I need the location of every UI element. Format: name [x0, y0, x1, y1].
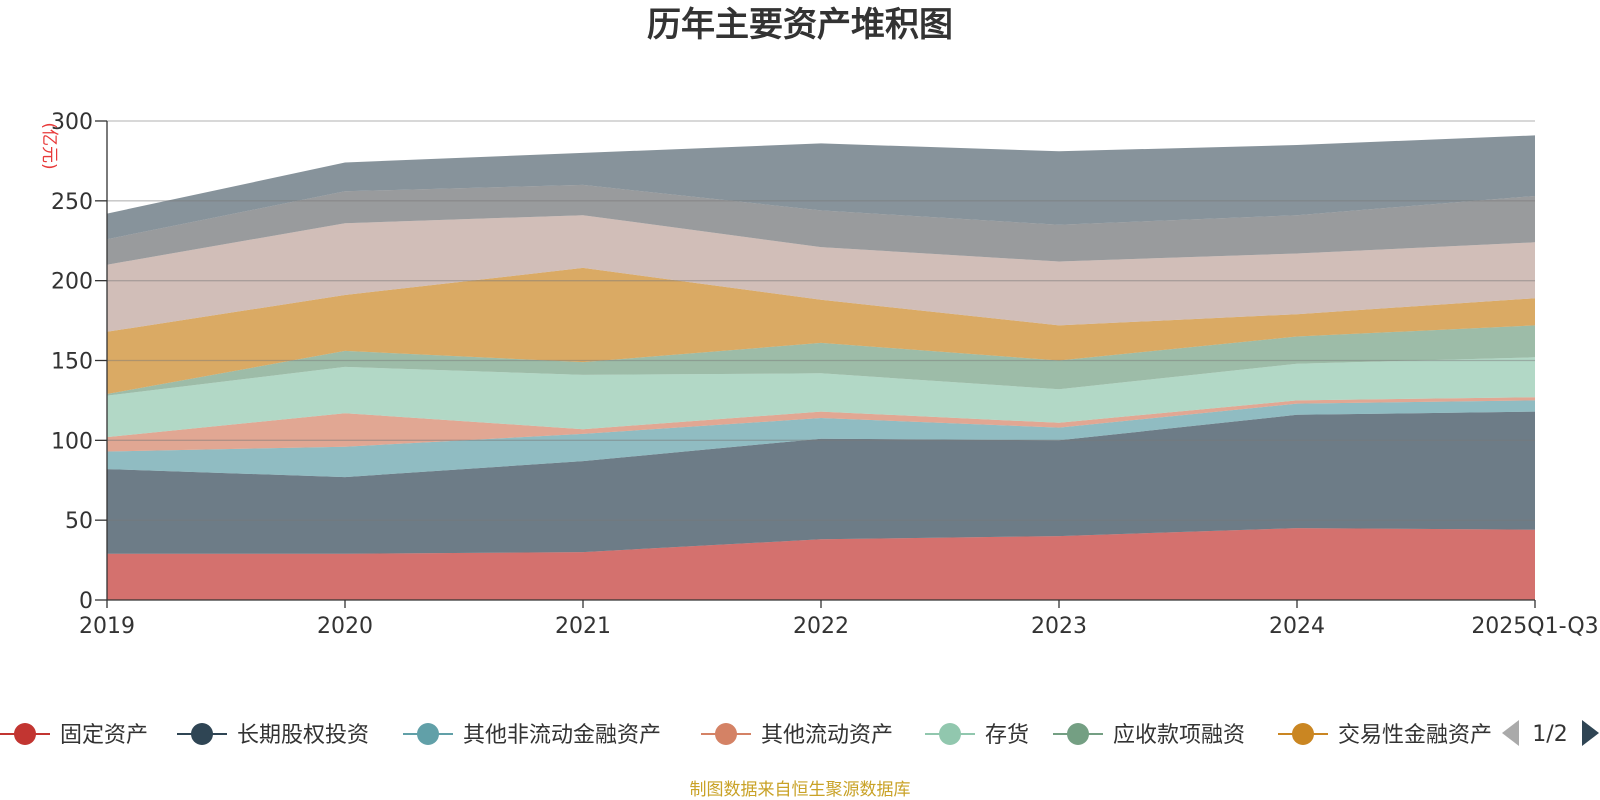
area-series-9: [107, 184, 1535, 265]
area-series-2: [107, 411, 1535, 554]
legend-circle-icon: [1067, 723, 1089, 745]
y-tick-label: 100: [51, 429, 93, 454]
chart-title: 历年主要资产堆积图: [647, 5, 953, 45]
y-axis-ticks: 0 50 100 150 200 250 300: [51, 110, 107, 614]
legend-circle-icon: [14, 723, 36, 745]
x-tick-label: 2019: [79, 614, 135, 639]
area-series-5: [107, 357, 1535, 438]
x-tick-label: 2024: [1269, 614, 1325, 639]
area-series-7: [107, 267, 1535, 394]
legend-prev-icon[interactable]: [1502, 720, 1519, 746]
x-tick-label: 2021: [555, 614, 611, 639]
legend-label: 其他流动资产: [761, 723, 893, 748]
y-tick-label: 150: [51, 350, 93, 375]
y-tick-label: 250: [51, 190, 93, 215]
area-series-6: [107, 325, 1535, 396]
legend-circle-icon: [191, 723, 213, 745]
legend-item[interactable]: 其他非流动金融资产: [403, 723, 661, 748]
area-series-4: [107, 397, 1535, 452]
area-series-10: [107, 135, 1535, 240]
y-tick-label: 0: [79, 589, 93, 614]
legend-pager: 1/2: [1502, 720, 1599, 747]
area-series-8: [107, 215, 1535, 332]
legend-label: 固定资产: [60, 723, 148, 748]
legend-item[interactable]: 固定资产: [0, 723, 148, 748]
legend-label: 应收款项融资: [1113, 723, 1245, 748]
legend-label: 长期股权投资: [237, 723, 369, 748]
legend-item[interactable]: 应收款项融资: [1053, 723, 1245, 748]
x-axis-ticks: 2019 2020 2021 2022 2023 2024 2025Q1-Q3: [79, 600, 1599, 639]
legend: 固定资产 长期股权投资 其他非流动金融资产 其他流动资产 存货 应收款项融资 交易性金融资产: [0, 723, 1492, 748]
area-series-1: [107, 528, 1535, 600]
area-series-3: [107, 400, 1535, 478]
legend-item[interactable]: 其他流动资产: [701, 723, 893, 748]
legend-item[interactable]: 存货: [925, 723, 1029, 748]
legend-circle-icon: [939, 723, 961, 745]
legend-label: 其他非流动金融资产: [463, 723, 661, 748]
legend-circle-icon: [715, 723, 737, 745]
legend-label: 存货: [985, 723, 1029, 748]
grid-lines: [107, 120, 1535, 521]
legend-item[interactable]: 长期股权投资: [177, 723, 369, 748]
legend-label: 交易性金融资产: [1338, 723, 1492, 748]
x-tick-label: 2020: [317, 614, 373, 639]
legend-page-indicator: 1/2: [1532, 722, 1567, 747]
x-tick-label: 2023: [1031, 614, 1087, 639]
x-tick-label: 2022: [793, 614, 849, 639]
legend-circle-icon: [1292, 723, 1314, 745]
y-tick-label: 50: [65, 509, 93, 534]
legend-circle-icon: [417, 723, 439, 745]
area-series: [107, 135, 1535, 600]
legend-item[interactable]: 交易性金融资产: [1278, 723, 1492, 748]
x-tick-label: 2025Q1-Q3: [1471, 614, 1598, 639]
legend-next-icon[interactable]: [1582, 720, 1599, 746]
y-tick-label: 300: [51, 110, 93, 135]
data-source-note: 制图数据来自恒生聚源数据库: [690, 780, 911, 800]
y-axis-unit-label: (亿元): [39, 122, 59, 169]
y-tick-label: 200: [51, 270, 93, 295]
